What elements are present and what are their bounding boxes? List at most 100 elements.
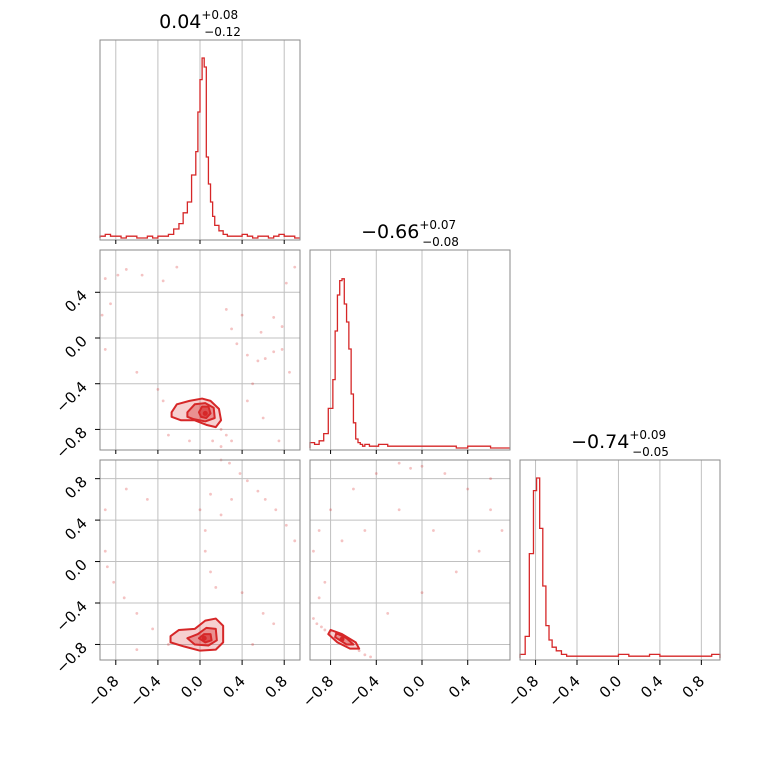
scatter-point [209,492,212,496]
xtick-label: 0.4 [445,672,475,702]
scatter-point [240,313,244,317]
scatter-point [489,508,492,512]
ytick-label: 0.0 [61,332,91,362]
scatter-point [466,487,470,491]
scatter-point [317,529,321,532]
scatter-point [167,433,170,437]
scatter-point [284,281,288,285]
scatter-point [363,529,367,532]
scatter-point [122,596,126,600]
xtick-label: −0.4 [126,672,164,710]
scatter-point [214,586,218,589]
scatter-point [103,348,107,351]
scatter-point [369,655,372,659]
scatter-point [288,370,291,374]
scatter-point [261,416,265,420]
scatter-point [500,529,504,532]
xtick-label: 0.4 [219,672,249,702]
scatter-point [280,325,284,328]
density-peak [202,410,208,416]
scatter-point [317,596,321,600]
scatter-point [363,653,367,657]
scatter-point [230,327,233,331]
scatter-point [209,570,212,574]
title-param-2: −0.74+0.09 −0.05 [571,428,669,459]
xtick-label: −0.4 [345,672,383,710]
scatter-point [135,648,139,652]
scatter-point [443,472,447,475]
scatter-point [219,513,223,517]
xtick-label: 0.0 [596,672,626,702]
contour-panel-2 [309,459,511,661]
scatter-point [240,591,244,595]
scatter-point [272,350,276,354]
scatter-point [219,428,223,431]
scatter-point [274,508,278,512]
scatter-point [109,302,112,306]
hist-panel-2 [519,459,721,661]
scatter-point [198,508,202,512]
density-peak [201,635,207,641]
scatter-point [340,539,344,543]
scatter-point [103,508,107,512]
scatter-point [420,591,424,595]
scatter-point [140,273,144,277]
scatter-point [329,508,332,512]
title-param-0: 0.04+0.08 −0.12 [159,8,241,39]
scatter-point [397,508,401,512]
ytick-label: −0.8 [52,424,90,462]
scatter-point [135,370,139,374]
scatter-point [320,625,323,629]
scatter-point [228,461,231,465]
scatter-point [277,439,281,443]
scatter-point [245,353,249,357]
histogram-p2 [519,477,721,658]
hist-panel-1 [309,249,511,451]
scatter-point [315,622,319,626]
scatter-point [238,472,242,475]
scatter-point [188,439,191,443]
scatter-point [259,330,263,334]
scatter-point [432,529,435,532]
xtick-label: 0.8 [679,672,709,702]
scatter-point [167,643,170,646]
xtick-label: −0.8 [299,672,337,710]
scatter-point [293,265,297,269]
scatter-point [151,627,155,631]
ytick-label: 0.4 [61,286,91,316]
scatter-point [251,382,255,386]
title-param-1: −0.66+0.07 −0.08 [361,218,459,249]
scatter-point [145,497,149,501]
scatter-point [352,487,355,491]
scatter-point [293,539,297,543]
scatter-point [103,549,107,553]
xtick-label: −0.8 [84,672,122,710]
scatter-point [323,580,327,584]
density-peak [339,636,345,642]
scatter-point [135,611,139,615]
scatter-point [284,523,288,527]
scatter-point [203,529,207,532]
histogram-p0 [99,57,300,239]
ytick-label: 0.4 [61,514,91,544]
scatter-point [256,489,260,493]
scatter-point [235,342,239,346]
scatter-point [116,273,120,277]
scatter-point [103,277,107,280]
ytick-label: 0.0 [61,556,91,586]
scatter-point [263,357,267,360]
scatter-point [112,580,116,584]
scatter-point [105,565,109,569]
ytick-label: 0.8 [61,473,91,503]
scatter-point [397,461,401,465]
scatter-point [175,265,179,269]
scatter-point [357,649,361,653]
xtick-label: 0.4 [637,672,667,702]
scatter-point [224,308,228,311]
scatter-point [386,611,390,615]
scatter-point [203,549,207,553]
scatter-point [224,433,228,437]
scatter-point [374,472,378,475]
scatter-point [230,497,233,501]
